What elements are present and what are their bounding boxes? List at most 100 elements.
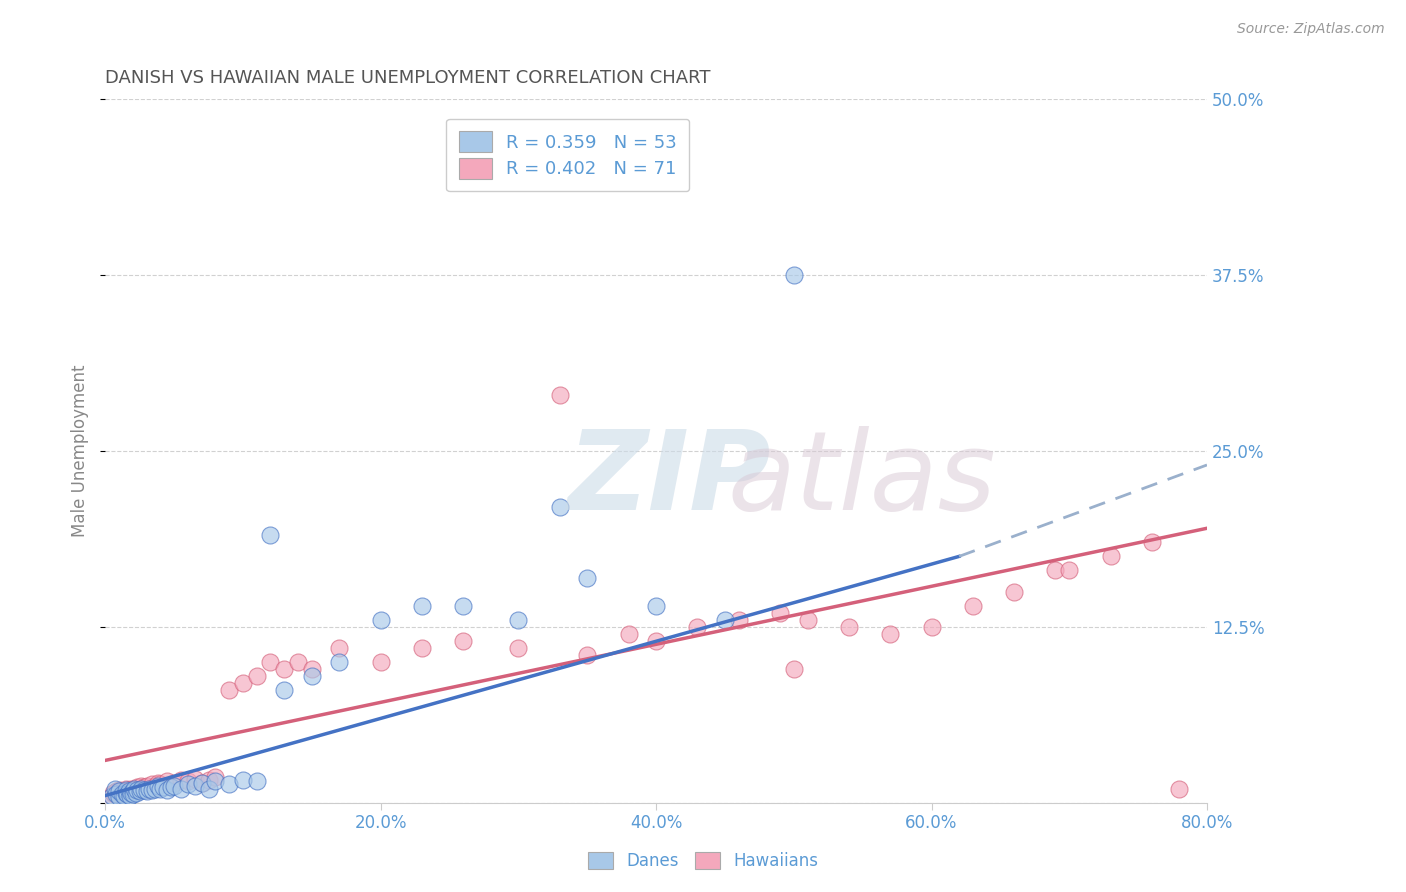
Point bbox=[259, 655, 281, 669]
Point bbox=[197, 773, 219, 788]
Point bbox=[246, 669, 269, 683]
Text: Source: ZipAtlas.com: Source: ZipAtlas.com bbox=[1237, 22, 1385, 37]
Point bbox=[121, 784, 143, 798]
Point bbox=[138, 781, 160, 796]
Point bbox=[117, 783, 139, 797]
Point bbox=[117, 787, 139, 801]
Point bbox=[287, 655, 309, 669]
Point bbox=[921, 620, 943, 634]
Point bbox=[122, 781, 145, 796]
Point bbox=[115, 783, 138, 797]
Point bbox=[576, 648, 599, 662]
Point bbox=[1168, 781, 1191, 796]
Point bbox=[170, 773, 193, 788]
Point bbox=[156, 774, 179, 789]
Point bbox=[143, 781, 166, 796]
Point bbox=[1140, 535, 1163, 549]
Point bbox=[218, 777, 240, 791]
Point bbox=[183, 772, 205, 786]
Text: DANISH VS HAWAIIAN MALE UNEMPLOYMENT CORRELATION CHART: DANISH VS HAWAIIAN MALE UNEMPLOYMENT COR… bbox=[105, 69, 710, 87]
Point bbox=[177, 777, 200, 791]
Text: ZIP: ZIP bbox=[568, 425, 772, 533]
Point bbox=[1002, 584, 1025, 599]
Point bbox=[101, 789, 124, 803]
Point bbox=[120, 786, 142, 800]
Point bbox=[108, 786, 131, 800]
Point bbox=[183, 779, 205, 793]
Point bbox=[617, 627, 640, 641]
Point bbox=[411, 599, 433, 613]
Point bbox=[120, 781, 142, 796]
Point bbox=[727, 613, 749, 627]
Point bbox=[111, 787, 134, 801]
Point bbox=[143, 779, 166, 793]
Point bbox=[124, 783, 146, 797]
Point bbox=[146, 779, 169, 793]
Point bbox=[103, 786, 125, 800]
Point bbox=[370, 655, 392, 669]
Point bbox=[121, 784, 143, 798]
Point bbox=[129, 779, 152, 793]
Point bbox=[101, 789, 124, 803]
Point bbox=[197, 781, 219, 796]
Point bbox=[110, 787, 132, 801]
Point bbox=[190, 776, 212, 790]
Point bbox=[111, 784, 134, 798]
Point bbox=[1057, 564, 1080, 578]
Point bbox=[645, 599, 668, 613]
Point bbox=[152, 780, 174, 794]
Point bbox=[125, 783, 148, 797]
Point bbox=[108, 789, 131, 804]
Point bbox=[328, 655, 350, 669]
Point bbox=[118, 784, 141, 798]
Point bbox=[686, 620, 709, 634]
Point bbox=[246, 774, 269, 789]
Point bbox=[548, 500, 571, 515]
Point bbox=[796, 613, 818, 627]
Point bbox=[138, 781, 160, 796]
Point bbox=[163, 776, 186, 790]
Point bbox=[645, 633, 668, 648]
Point bbox=[107, 787, 129, 801]
Point bbox=[127, 783, 149, 797]
Point bbox=[131, 781, 153, 796]
Point bbox=[1045, 564, 1067, 578]
Point bbox=[125, 780, 148, 794]
Point bbox=[105, 787, 128, 801]
Point bbox=[508, 640, 530, 655]
Point bbox=[104, 787, 127, 801]
Point bbox=[117, 786, 139, 800]
Point bbox=[962, 599, 984, 613]
Point bbox=[114, 789, 136, 803]
Point bbox=[204, 774, 226, 789]
Point bbox=[124, 786, 146, 800]
Point bbox=[879, 627, 901, 641]
Y-axis label: Male Unemployment: Male Unemployment bbox=[72, 365, 89, 537]
Point bbox=[141, 777, 163, 791]
Point bbox=[204, 770, 226, 784]
Point bbox=[170, 781, 193, 796]
Point bbox=[156, 783, 179, 797]
Legend: Danes, Hawaiians: Danes, Hawaiians bbox=[581, 845, 825, 877]
Point bbox=[149, 781, 172, 796]
Point bbox=[122, 781, 145, 796]
Point bbox=[576, 570, 599, 584]
Point bbox=[548, 387, 571, 401]
Point bbox=[121, 787, 143, 801]
Point bbox=[146, 776, 169, 790]
Point bbox=[301, 669, 323, 683]
Point bbox=[108, 783, 131, 797]
Point bbox=[115, 781, 138, 796]
Point bbox=[453, 633, 475, 648]
Point bbox=[259, 528, 281, 542]
Point bbox=[115, 789, 138, 803]
Point bbox=[129, 781, 152, 796]
Point bbox=[508, 613, 530, 627]
Point bbox=[149, 777, 172, 791]
Point bbox=[301, 662, 323, 676]
Point bbox=[232, 773, 254, 788]
Point bbox=[114, 784, 136, 798]
Point bbox=[160, 780, 183, 794]
Point bbox=[218, 683, 240, 698]
Point bbox=[838, 620, 860, 634]
